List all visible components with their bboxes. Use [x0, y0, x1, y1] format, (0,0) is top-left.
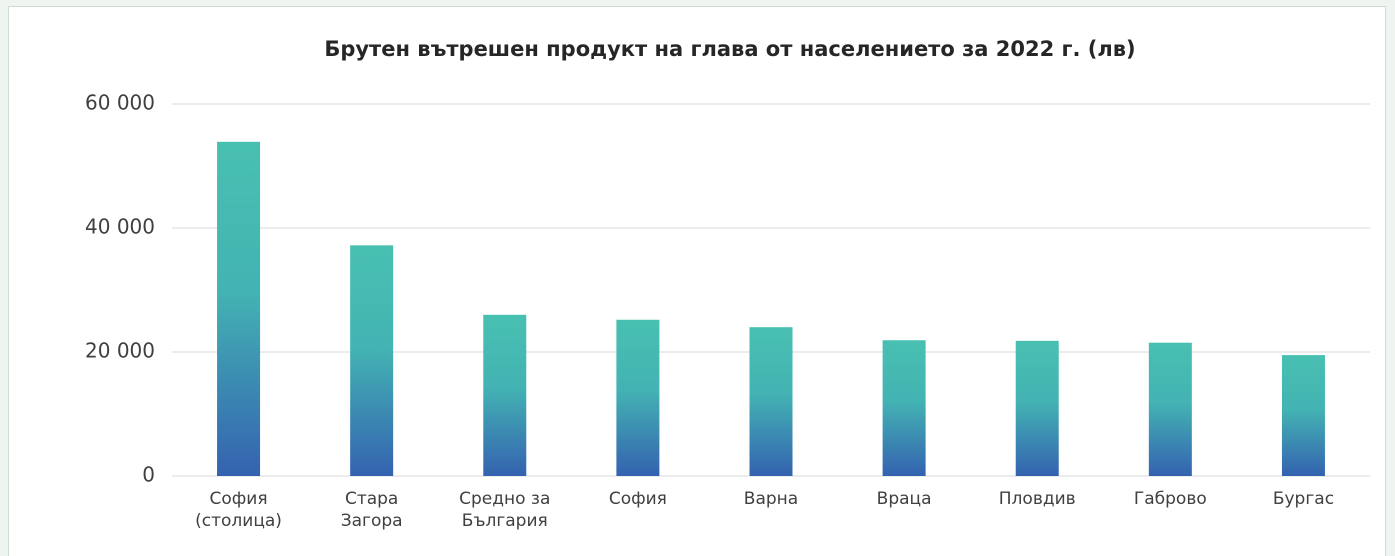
- y-tick-label: 60 000: [85, 91, 155, 115]
- bar: [749, 327, 793, 476]
- bar: [1281, 355, 1325, 476]
- bar: [616, 319, 660, 476]
- chart-title: Брутен вътрешен продукт на глава от насе…: [324, 37, 1135, 61]
- bar: [882, 340, 926, 476]
- bar: [350, 245, 394, 476]
- x-tick-label: Пловдив: [998, 489, 1076, 509]
- y-tick-label: 0: [142, 463, 155, 487]
- bar: [217, 141, 261, 476]
- x-tick-label: Бургас: [1272, 489, 1335, 509]
- bar: [1148, 342, 1192, 476]
- y-tick-label: 20 000: [85, 339, 155, 363]
- bar: [1015, 340, 1059, 476]
- bar: [483, 314, 527, 476]
- x-tick-label: Враца: [876, 489, 932, 509]
- x-tick-label: Средно за България: [459, 489, 551, 531]
- x-tick-label: Габрово: [1133, 489, 1207, 509]
- x-tick-label: Варна: [743, 489, 799, 509]
- x-tick-label: Стара Загора: [340, 489, 403, 531]
- x-tick-label: София (столица): [195, 489, 282, 531]
- y-tick-label: 40 000: [85, 215, 155, 239]
- x-tick-label: София: [608, 489, 667, 509]
